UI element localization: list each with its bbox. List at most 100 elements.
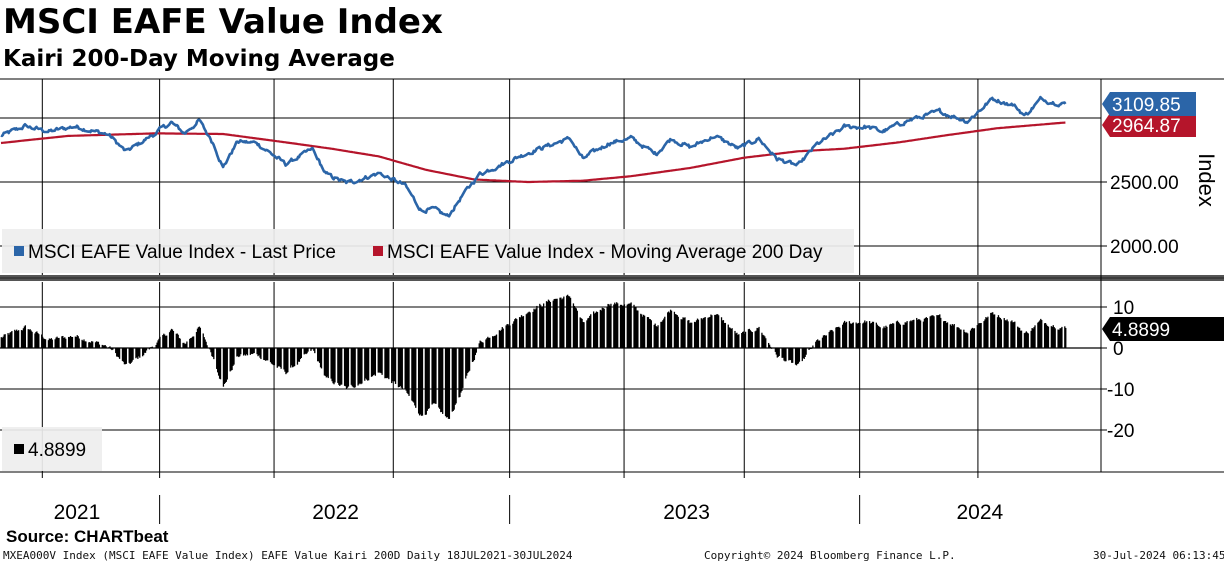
kairi-bar	[258, 348, 260, 356]
kairi-bar	[754, 331, 756, 348]
kairi-bar	[553, 299, 555, 348]
kairi-bar	[694, 322, 697, 348]
kairi-bar	[359, 348, 361, 384]
kairi-bar	[499, 330, 502, 348]
kairi-bar	[520, 315, 523, 348]
kairi-bar	[203, 337, 205, 348]
kairi-bar	[264, 348, 266, 361]
kairi-bar	[118, 348, 121, 359]
kairi-bar	[11, 331, 13, 348]
kairi-bar	[727, 324, 729, 348]
kairi-bar	[16, 329, 18, 348]
kairi-bar	[2, 336, 4, 348]
kairi-bar	[298, 348, 301, 362]
kairi-bar	[619, 304, 622, 348]
kairi-bar	[454, 348, 456, 405]
kairi-bar	[168, 332, 171, 348]
kairi-bar	[549, 301, 552, 348]
x-axis-year-label: 2022	[312, 501, 359, 524]
kairi-bar	[1050, 326, 1052, 348]
y-tick-label-price: 2000.00	[1110, 237, 1179, 258]
kairi-bar	[1003, 318, 1005, 348]
kairi-bar	[599, 309, 602, 348]
kairi-bar	[676, 315, 678, 348]
kairi-bar	[701, 319, 703, 348]
kairi-bar	[1006, 319, 1008, 348]
kairi-bar	[614, 302, 616, 348]
kairi-bar	[636, 310, 638, 348]
kairi-bar	[186, 341, 188, 348]
kairi-bar	[845, 321, 848, 348]
kairi-bar	[1027, 333, 1029, 348]
kairi-bar	[213, 348, 215, 360]
kairi-bar	[77, 336, 79, 348]
kairi-bar	[929, 316, 931, 348]
kairi-bar	[717, 314, 719, 348]
kairi-bar	[272, 348, 275, 366]
kairi-bar	[92, 341, 94, 348]
kairi-bar	[210, 348, 212, 353]
kairi-bar	[818, 340, 821, 348]
kairi-bar	[722, 320, 725, 348]
kairi-bar	[278, 348, 280, 366]
kairi-bar	[608, 304, 610, 348]
kairi-bar	[1025, 331, 1027, 348]
kairi-bar	[331, 348, 333, 382]
kairi-bar	[540, 305, 542, 348]
kairi-bar	[802, 348, 804, 359]
kairi-bar	[849, 323, 852, 348]
kairi-bar	[224, 348, 227, 383]
kairi-bar	[211, 348, 213, 357]
kairi-bar	[724, 322, 727, 348]
kairi-bar	[882, 328, 884, 348]
kairi-bar	[864, 320, 866, 348]
y-tick-label-price: 2500.00	[1110, 173, 1179, 194]
kairi-bar	[950, 325, 952, 348]
kairi-bar	[314, 348, 316, 354]
kairi-bar	[709, 316, 711, 348]
kairi-bar	[1030, 330, 1032, 348]
kairi-bar	[689, 323, 691, 348]
kairi-bar	[609, 305, 611, 348]
kairi-bar	[330, 348, 332, 379]
kairi-bar	[902, 324, 904, 348]
kairi-bar	[492, 336, 494, 348]
kairi-bar	[695, 320, 698, 348]
kairi-bar	[487, 336, 489, 348]
kairi-bar	[182, 342, 184, 348]
kairi-bar	[48, 338, 51, 348]
kairi-bar	[460, 348, 462, 393]
kairi-bar	[521, 316, 524, 348]
kairi-bar	[839, 327, 841, 348]
kairi-bar	[627, 303, 629, 348]
kairi-bar	[708, 317, 710, 348]
kairi-bar	[680, 319, 682, 348]
kairi-bar	[333, 348, 335, 385]
kairi-bar	[872, 321, 875, 348]
footer-copyright: Copyright© 2024 Bloomberg Finance L.P.	[704, 549, 956, 562]
kairi-bar	[252, 348, 254, 354]
kairi-bar	[949, 324, 952, 348]
kairi-bar	[287, 348, 289, 373]
kairi-bar	[885, 325, 887, 348]
kairi-bar	[392, 348, 395, 382]
kairi-bar	[137, 348, 139, 359]
kairi-bar	[613, 304, 615, 348]
kairi-bar	[563, 296, 565, 348]
kairi-bar	[1007, 321, 1009, 348]
kairi-bar	[682, 317, 684, 348]
kairi-bar	[317, 348, 320, 362]
kairi-bar	[0, 337, 2, 348]
kairi-bar	[419, 348, 422, 415]
kairi-bar	[440, 348, 442, 413]
kairi-bar	[984, 319, 986, 348]
kairi-bar	[776, 348, 778, 358]
kairi-bar	[179, 338, 181, 348]
kairi-bar	[931, 315, 933, 348]
kairi-bar	[602, 308, 604, 348]
kairi-bar	[741, 333, 743, 348]
kairi-bar	[560, 297, 562, 348]
kairi-bar	[136, 348, 138, 358]
kairi-bar	[958, 327, 960, 348]
kairi-bar	[195, 332, 198, 348]
